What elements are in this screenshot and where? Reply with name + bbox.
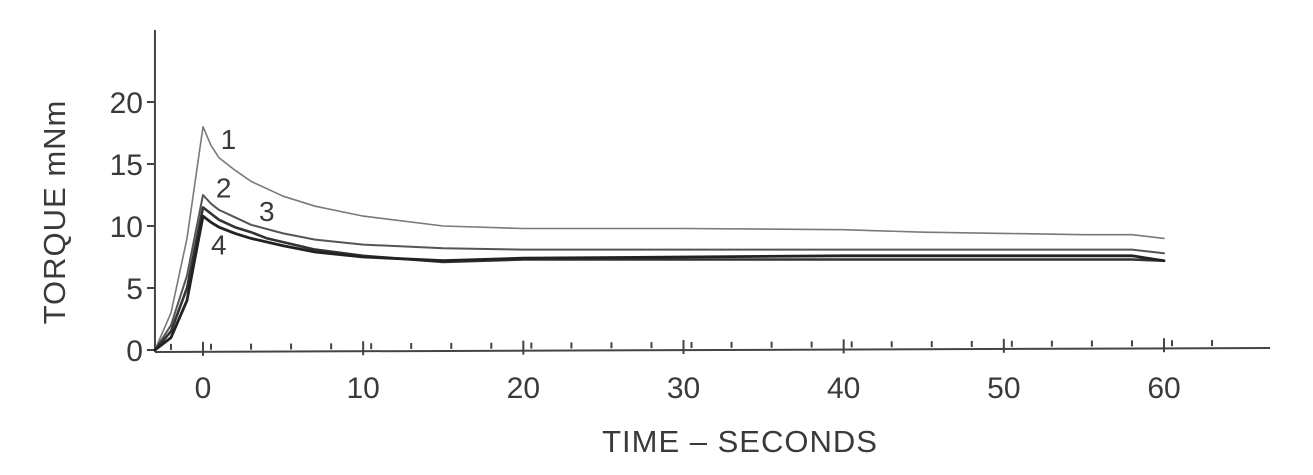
- series-line-3: [153, 206, 1166, 352]
- x-tick-label: 50: [987, 372, 1020, 405]
- x-tick-label: 40: [827, 372, 860, 405]
- axes: [153, 30, 1271, 353]
- x-axis-line: [154, 347, 1271, 353]
- x-tick-label: 0: [195, 372, 212, 405]
- curve-label-3: 3: [259, 196, 275, 227]
- y-tick-label: 20: [110, 87, 143, 120]
- curve-label-4: 4: [211, 230, 227, 261]
- curve-label-2: 2: [216, 172, 232, 203]
- x-tick-label: 10: [346, 372, 379, 405]
- y-tick-label: 10: [110, 211, 143, 244]
- x-tick-label: 60: [1147, 372, 1180, 405]
- y-tick-label: 0: [126, 335, 143, 368]
- ticks: 0 5 10 15 20 0 10 20 30 40 50 60: [110, 87, 1214, 405]
- y-axis-title: TORQUE mNm: [37, 100, 72, 325]
- y-tick-label: 5: [126, 273, 143, 306]
- curve-label-1: 1: [221, 124, 237, 155]
- x-tick-label: 30: [667, 372, 700, 405]
- curves: [153, 126, 1166, 352]
- series-line-4: [153, 214, 1166, 352]
- x-tick-label: 20: [507, 372, 540, 405]
- series-line-2: [153, 194, 1165, 351]
- y-tick-label: 15: [110, 149, 143, 182]
- series-line-1: [154, 126, 1165, 351]
- x-axis-title: TIME – SECONDS: [602, 424, 878, 459]
- labels: 1 23 4: [211, 124, 275, 260]
